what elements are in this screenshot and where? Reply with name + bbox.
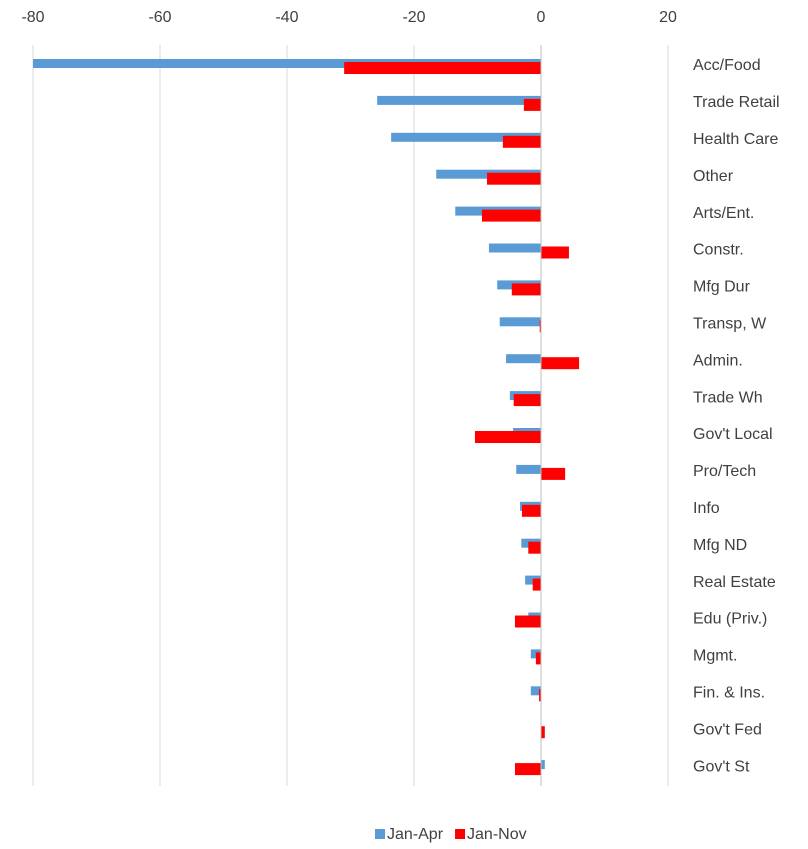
bar xyxy=(506,354,541,364)
x-tick-label: 0 xyxy=(537,9,546,26)
bar xyxy=(499,317,541,327)
bar xyxy=(541,760,545,770)
bar xyxy=(521,504,541,517)
legend-label: Jan-Apr xyxy=(387,826,444,843)
bar xyxy=(514,615,541,628)
x-tick-label: -20 xyxy=(402,9,425,26)
bar xyxy=(532,578,541,591)
bar xyxy=(344,62,541,74)
category-label: Info xyxy=(693,500,720,517)
category-label: Arts/Ent. xyxy=(693,205,754,222)
category-label: Trade Retail xyxy=(693,94,780,111)
bar xyxy=(530,686,541,696)
category-label: Edu (Priv.) xyxy=(693,611,767,628)
legend-label: Jan-Nov xyxy=(467,826,527,843)
bar xyxy=(541,246,569,259)
bar xyxy=(541,357,580,370)
bar xyxy=(516,464,541,474)
bar xyxy=(487,172,541,185)
bar xyxy=(513,394,541,407)
x-tick-label: 20 xyxy=(659,9,677,26)
bar xyxy=(377,95,541,105)
category-label: Real Estate xyxy=(693,574,776,591)
bar xyxy=(539,320,541,333)
category-label: Transp, W xyxy=(693,316,767,333)
category-label: Other xyxy=(693,168,734,185)
x-tick-label: -40 xyxy=(275,9,298,26)
bar xyxy=(539,689,541,702)
bar xyxy=(33,59,541,68)
legend-swatch xyxy=(455,829,466,839)
category-label: Mgmt. xyxy=(693,648,737,665)
bar xyxy=(523,98,541,111)
bar xyxy=(541,467,566,480)
category-label: Mfg Dur xyxy=(693,279,751,296)
category-label: Fin. & Ins. xyxy=(693,685,765,702)
bar xyxy=(535,652,541,665)
category-label: Pro/Tech xyxy=(693,463,756,480)
category-label: Constr. xyxy=(693,242,744,259)
category-label: Health Care xyxy=(693,131,778,148)
bar xyxy=(541,726,545,739)
bar xyxy=(514,763,541,776)
category-label: Mfg ND xyxy=(693,537,747,554)
bar xyxy=(474,431,541,443)
bar xyxy=(481,209,541,222)
category-label: Gov't St xyxy=(693,758,750,775)
bar xyxy=(502,135,541,148)
bar xyxy=(391,132,541,142)
category-label: Gov't Local xyxy=(693,426,773,443)
category-label: Trade Wh xyxy=(693,389,763,406)
legend-swatch xyxy=(375,829,385,839)
category-label: Acc/Food xyxy=(693,57,761,74)
category-label: Gov't Fed xyxy=(693,721,762,738)
category-label: Admin. xyxy=(693,352,743,369)
bar xyxy=(511,283,541,296)
bar xyxy=(528,541,541,554)
x-tick-label: -60 xyxy=(148,9,171,26)
bar xyxy=(488,243,541,253)
x-tick-label: -80 xyxy=(21,9,44,26)
